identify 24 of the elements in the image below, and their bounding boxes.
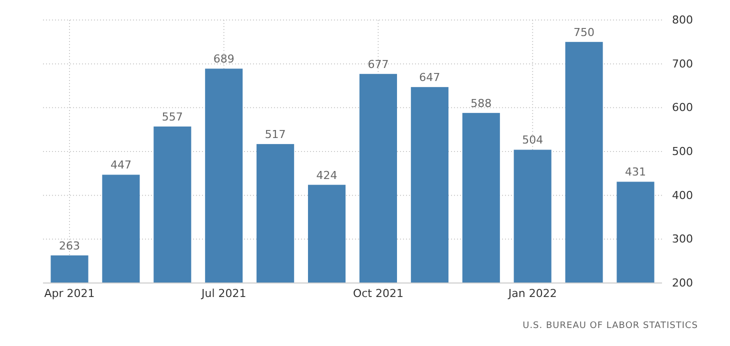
- data-label: 647: [419, 71, 440, 84]
- x-tick-label: Jan 2022: [507, 286, 557, 300]
- data-label: 263: [59, 239, 80, 252]
- y-tick-label: 400: [672, 188, 693, 202]
- data-label: 557: [162, 110, 183, 124]
- data-label: 750: [574, 26, 595, 39]
- y-tick-label: 300: [672, 232, 693, 246]
- data-label: 431: [625, 166, 646, 179]
- y-tick-label: 600: [672, 101, 693, 114]
- data-label: 504: [522, 134, 544, 147]
- data-label: 517: [264, 128, 286, 142]
- y-tick-label: 800: [672, 14, 693, 27]
- data-label: 689: [213, 52, 234, 66]
- x-tick-label: Oct 2021: [352, 286, 404, 300]
- y-tick-label: 700: [672, 57, 693, 70]
- x-tick-label: Apr 2021: [44, 286, 95, 300]
- y-tick-label: 500: [672, 145, 693, 158]
- y-tick-label: 200: [672, 276, 693, 290]
- data-label: 424: [316, 168, 338, 182]
- data-label: 447: [110, 158, 132, 172]
- data-label: 588: [470, 96, 492, 110]
- x-tick-label: Jul 2021: [200, 286, 246, 300]
- text: U.S. BUREAU OF LABOR STATISTICS: [522, 321, 698, 331]
- data-label: 677: [368, 58, 389, 71]
